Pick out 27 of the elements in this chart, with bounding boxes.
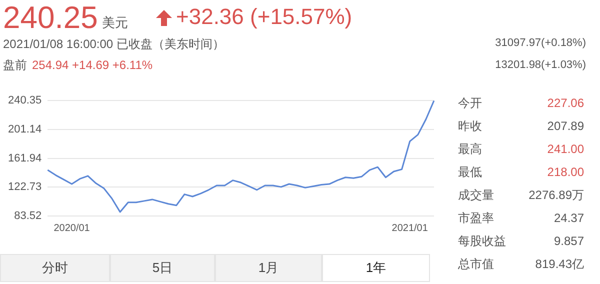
- text: 昨收 207.89: [458, 119, 584, 133]
- text: 1月: [215, 254, 322, 282]
- text: 今开 227.06: [458, 96, 584, 110]
- y-tick-label: 161.94: [8, 152, 42, 164]
- text: 2021/01/08 16:00:00 已收盘（美东时间）: [3, 37, 224, 51]
- text: 每股收益 9.857: [458, 234, 584, 248]
- text: 最低 218.00: [458, 165, 584, 179]
- x-tick-label: 2021/01: [392, 222, 428, 234]
- text: 市盈率 24.37: [458, 211, 584, 225]
- text: 31097.97(+0.18%): [495, 37, 586, 49]
- y-tick-label: 201.14: [8, 123, 42, 136]
- text: 成交量 2276.89万: [458, 188, 584, 202]
- text: 5日: [110, 254, 215, 282]
- y-tick-label: 240.35: [8, 94, 42, 107]
- chart-title: 240.25: [3, 0, 98, 35]
- text: +32.36 (+15.57%): [176, 4, 352, 29]
- text: 美元: [102, 15, 128, 30]
- text: 盘前: [3, 58, 27, 72]
- text: 13201.98(+1.03%): [495, 59, 586, 71]
- y-tick-label: 122.73: [8, 181, 42, 194]
- text: 分时: [0, 254, 110, 282]
- text: 1年: [322, 254, 430, 282]
- text: 254.94 +14.69 +6.11%: [32, 58, 153, 72]
- text: 最高 241.00: [458, 142, 584, 156]
- x-tick-label: 2020/01: [54, 222, 90, 234]
- text: 总市值 819.43亿: [458, 257, 584, 271]
- y-tick-label: 83.52: [14, 210, 42, 222]
